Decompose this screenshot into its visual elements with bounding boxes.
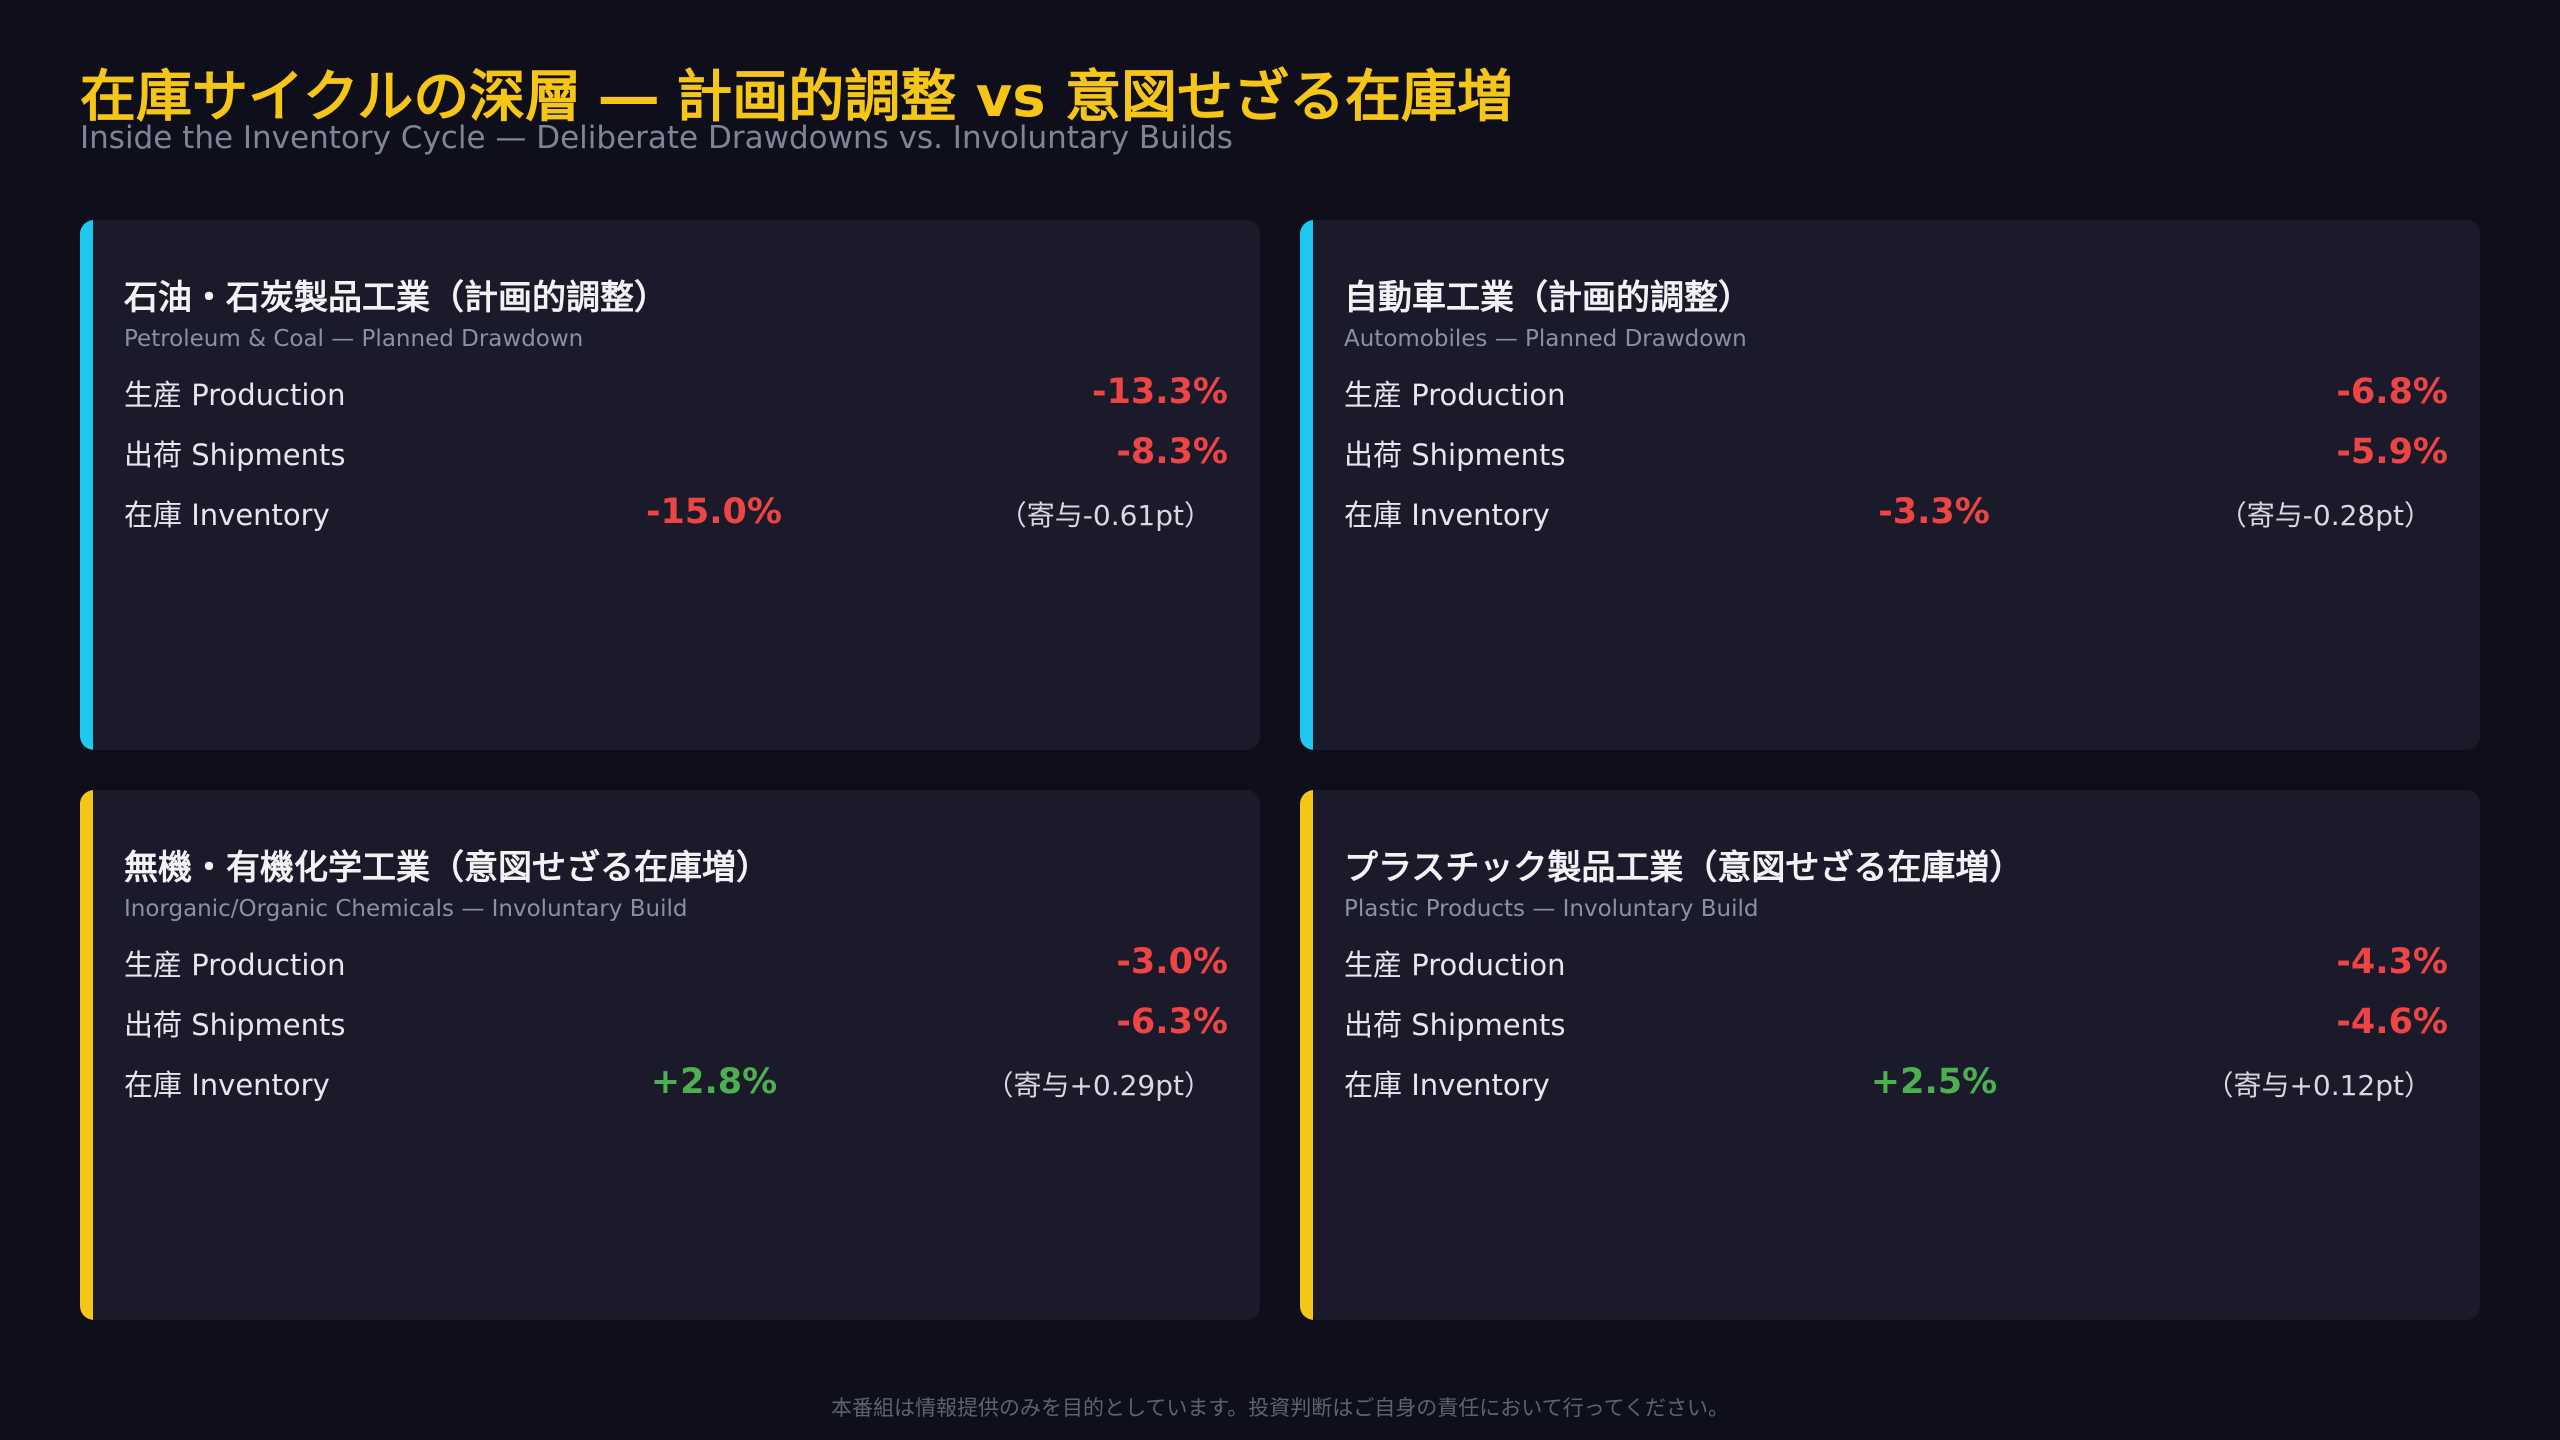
inventory-value: -3.3% [1878,492,1990,532]
card-automobiles: 自動車工業（計画的調整） Automobiles — Planned Drawd… [1300,220,2480,750]
inventory-value: -15.0% [646,492,782,532]
card-accent-bar [1300,790,1313,1320]
card-subtitle: Automobiles — Planned Drawdown [1344,326,1747,352]
production-value: -4.3% [2336,942,2448,982]
inventory-label: 在庫 Inventory [124,498,330,532]
inventory-contribution: （寄与+0.29pt） [985,1069,1212,1102]
card-plastic-products: プラスチック製品工業（意図せざる在庫増） Plastic Products — … [1300,790,2480,1320]
page-title: 在庫サイクルの深層 ― 計画的調整 vs 意図せざる在庫増 [80,65,1514,130]
card-title: 自動車工業（計画的調整） [1344,278,1752,318]
production-label: 生産 Production [1344,948,1566,982]
card-accent-bar [80,220,93,750]
card-accent-bar [1300,220,1313,750]
card-petroleum-coal: 石油・石炭製品工業（計画的調整） Petroleum & Coal — Plan… [80,220,1260,750]
shipments-label: 出荷 Shipments [124,438,346,472]
production-label: 生産 Production [124,948,346,982]
shipments-value: -4.6% [2336,1002,2448,1042]
card-title: プラスチック製品工業（意図せざる在庫増） [1344,848,2024,888]
production-value: -13.3% [1092,372,1228,412]
inventory-value: +2.8% [650,1062,778,1102]
inventory-contribution: （寄与-0.61pt） [998,499,1212,532]
inventory-label: 在庫 Inventory [124,1068,330,1102]
card-chemicals: 無機・有機化学工業（意図せざる在庫増） Inorganic/Organic Ch… [80,790,1260,1320]
disclaimer: 本番組は情報提供のみを目的としています。投資判断はご自身の責任において行ってくだ… [831,1396,1729,1420]
production-label: 生産 Production [124,378,346,412]
production-value: -6.8% [2336,372,2448,412]
shipments-label: 出荷 Shipments [1344,1008,1566,1042]
inventory-value: +2.5% [1870,1062,1998,1102]
inventory-label: 在庫 Inventory [1344,498,1550,532]
shipments-label: 出荷 Shipments [124,1008,346,1042]
card-subtitle: Petroleum & Coal — Planned Drawdown [124,326,584,352]
production-label: 生産 Production [1344,378,1566,412]
shipments-label: 出荷 Shipments [1344,438,1566,472]
page-subtitle: Inside the Inventory Cycle — Deliberate … [80,120,1233,156]
card-accent-bar [80,790,93,1320]
inventory-label: 在庫 Inventory [1344,1068,1550,1102]
shipments-value: -5.9% [2336,432,2448,472]
production-value: -3.0% [1116,942,1228,982]
inventory-contribution: （寄与-0.28pt） [2218,499,2432,532]
shipments-value: -6.3% [1116,1002,1228,1042]
card-title: 石油・石炭製品工業（計画的調整） [124,278,668,318]
shipments-value: -8.3% [1116,432,1228,472]
card-title: 無機・有機化学工業（意図せざる在庫増） [124,848,770,888]
card-subtitle: Plastic Products — Involuntary Build [1344,896,1759,922]
card-subtitle: Inorganic/Organic Chemicals — Involuntar… [124,896,688,922]
inventory-contribution: （寄与+0.12pt） [2205,1069,2432,1102]
